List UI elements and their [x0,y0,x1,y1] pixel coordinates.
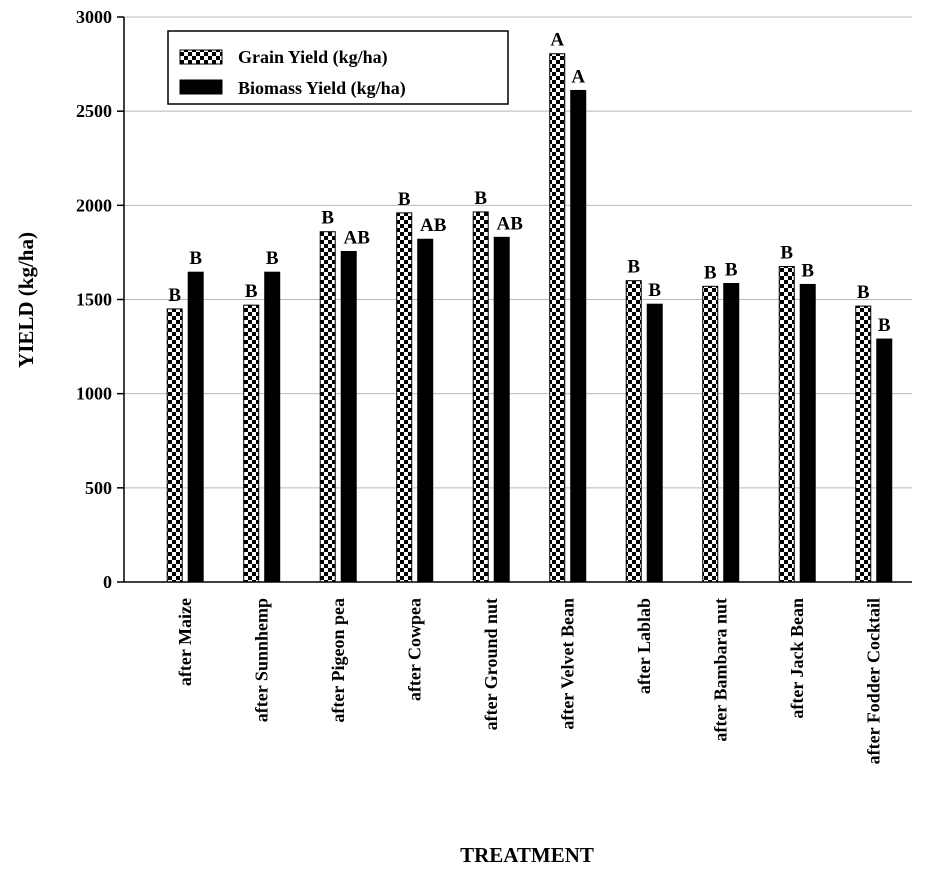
biomass-yield-bar [493,236,510,583]
grain-yield-bar [396,212,413,583]
x-category-label: after Lablab [634,598,654,694]
x-category-label: after Cowpea [405,598,425,701]
significance-label: A [571,66,585,87]
significance-label: B [704,262,717,283]
x-category-label: after Jack Bean [787,598,807,719]
grain-yield-bar [625,280,642,583]
y-tick-label: 0 [103,572,112,592]
x-category-label: after Sunnhemp [252,598,272,722]
x-category-label: after Pigeon pea [328,598,348,723]
legend-swatch-biomass [179,79,223,95]
grain-yield-bar [166,308,183,583]
significance-label: B [857,282,870,303]
x-category-label: after Ground nut [481,598,501,730]
x-category-label: after Bambara nut [711,598,731,742]
significance-label: B [627,257,640,278]
y-tick-label: 2500 [76,101,112,121]
biomass-yield-bar [646,303,663,583]
x-category-label: after Fodder Cocktail [864,598,884,764]
biomass-yield-bar [570,89,587,583]
legend-label-biomass: Biomass Yield (kg/ha) [238,78,406,99]
significance-label: B [648,280,661,301]
significance-label: B [266,248,279,269]
y-tick-label: 2000 [76,195,112,215]
biomass-yield-bar [876,338,893,583]
grain-yield-bar [549,53,566,583]
significance-label: B [801,260,814,281]
grain-yield-bar [778,266,795,583]
biomass-yield-bar [799,283,816,583]
significance-label: B [189,248,202,269]
significance-label: B [474,188,487,209]
axes [117,16,912,583]
x-category-label: after Velvet Bean [558,598,578,730]
biomass-yield-bar [723,282,740,583]
significance-label: A [550,30,564,51]
y-tick-label: 1500 [76,290,112,310]
legend-box [167,30,509,105]
biomass-yield-bar [340,250,357,583]
significance-label: B [168,285,181,306]
significance-label: B [321,208,334,229]
biomass-yield-bar [417,238,434,583]
bars [166,53,893,583]
legend-label-grain: Grain Yield (kg/ha) [238,47,388,68]
significance-label: B [398,189,411,210]
significance-label: B [780,243,793,264]
significance-label: B [245,281,258,302]
grain-yield-bar [319,231,336,583]
significance-label: B [878,315,891,336]
y-tick-label: 500 [85,478,112,498]
significance-label: B [725,259,738,280]
significance-label: AB [420,215,447,236]
grain-yield-bar [855,305,872,583]
biomass-yield-bar [187,271,204,583]
x-category-label: after Maize [175,598,195,686]
grain-yield-bar [472,211,489,583]
significance-label: AB [344,227,371,248]
y-tick-label: 1000 [76,384,112,404]
legend: Grain Yield (kg/ha) Biomass Yield (kg/ha… [167,30,509,105]
y-tick-label: 3000 [76,7,112,27]
grain-yield-bar [243,304,260,583]
legend-swatch-grain [179,49,223,65]
significance-label: AB [497,213,524,234]
grain-yield-bar [702,285,719,583]
y-axis-title: YIELD (kg/ha) [14,232,38,368]
biomass-yield-bar [264,271,281,583]
x-axis-title: TREATMENT [460,843,594,867]
